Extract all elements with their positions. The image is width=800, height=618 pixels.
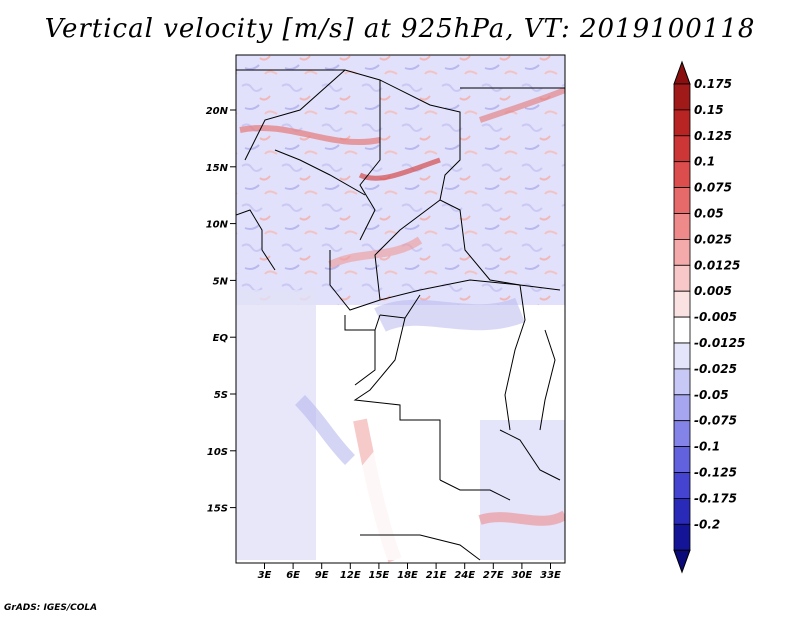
colorbar-top-arrow — [673, 60, 691, 85]
colorbar-label: -0.0125 — [694, 336, 745, 350]
colorbar-label: 0.005 — [694, 284, 732, 298]
lat-tick-label: 5N — [213, 276, 229, 287]
colorbar-label: -0.175 — [694, 491, 737, 505]
lon-tick-label: 6E — [286, 570, 300, 581]
lat-tick-label: 10N — [206, 220, 229, 231]
lat-tick-label: 10S — [207, 447, 228, 458]
colorbar-label: 0.125 — [694, 129, 732, 143]
colorbar-label: 0.1 — [694, 155, 715, 169]
lon-tick-label: 15E — [369, 570, 390, 581]
colorbar-label: -0.075 — [694, 414, 737, 428]
map-title: Vertical velocity [m/s] at 925hPa, VT: 2… — [44, 14, 756, 44]
colorbar-label: -0.025 — [694, 362, 737, 376]
colorbar-label: 0.075 — [694, 181, 732, 195]
colorbar-segment — [673, 238, 691, 266]
colorbar-segment — [673, 446, 691, 473]
lat-tick-label: 20N — [206, 106, 229, 117]
colorbar-segment — [673, 135, 691, 163]
colorbar-label: 0.05 — [694, 207, 724, 221]
lon-tick-label: 24E — [454, 570, 475, 581]
colorbar-label: -0.2 — [694, 517, 720, 531]
lon-tick-label: 12E — [340, 570, 361, 581]
colorbar-label: -0.05 — [694, 388, 729, 402]
colorbar-label: 0.025 — [694, 232, 732, 246]
lon-tick-label: 27E — [483, 570, 504, 581]
colorbar-label: 0.0125 — [694, 258, 740, 272]
map-frame — [235, 54, 566, 564]
lat-tick-label: 5S — [214, 390, 228, 401]
colorbar-label: 0.175 — [694, 77, 732, 91]
colorbar-label: 0.15 — [694, 103, 724, 117]
colorbar-segment — [673, 109, 691, 137]
lat-tick-label: 15S — [207, 504, 228, 515]
colorbar-segment — [673, 264, 691, 292]
colorbar-bottom-arrow — [673, 549, 691, 574]
country-boundaries — [236, 69, 565, 561]
colorbar-segment — [673, 342, 691, 370]
map-plot-area — [236, 55, 565, 563]
lat-tick-label: EQ — [213, 333, 229, 344]
lon-tick-label: 18E — [397, 570, 418, 581]
colorbar-segment — [673, 420, 691, 448]
colorbar-label: -0.1 — [694, 440, 720, 454]
colorbar-label: -0.125 — [694, 466, 737, 480]
colorbar-segment — [673, 497, 691, 525]
colorbar-segment — [673, 523, 691, 551]
lon-tick-label: 9E — [315, 570, 329, 581]
lon-tick-label: 30E — [512, 570, 533, 581]
colorbar-segment — [673, 213, 691, 240]
colorbar-segment — [673, 161, 691, 188]
colorbar-segment — [673, 368, 691, 396]
colorbar-label: -0.005 — [694, 310, 737, 324]
colorbar-segment — [673, 290, 691, 318]
lon-tick-label: 3E — [258, 570, 272, 581]
colorbar: 0.175 0.15 0.125 0.1 0.075 0.05 0.025 0.0125 0.0… — [673, 60, 745, 574]
credit-label: GrADS: IGES/COLA — [4, 603, 98, 613]
colorbar-segment — [673, 83, 691, 111]
colorbar-segment — [673, 394, 691, 422]
lon-tick-label: 33E — [540, 570, 561, 581]
lon-tick-label: 21E — [426, 570, 447, 581]
lat-tick-label: 15N — [206, 163, 229, 174]
latitude-axis: 20N 15N 10N 5N EQ 5S 10S 15S — [206, 106, 236, 515]
colorbar-segment — [673, 187, 691, 214]
colorbar-segment — [673, 316, 691, 344]
longitude-axis: 3E 6E 9E 12E 15E 18E 21E 24E 27E 30E 33E — [258, 563, 561, 581]
colorbar-segment — [673, 472, 691, 499]
